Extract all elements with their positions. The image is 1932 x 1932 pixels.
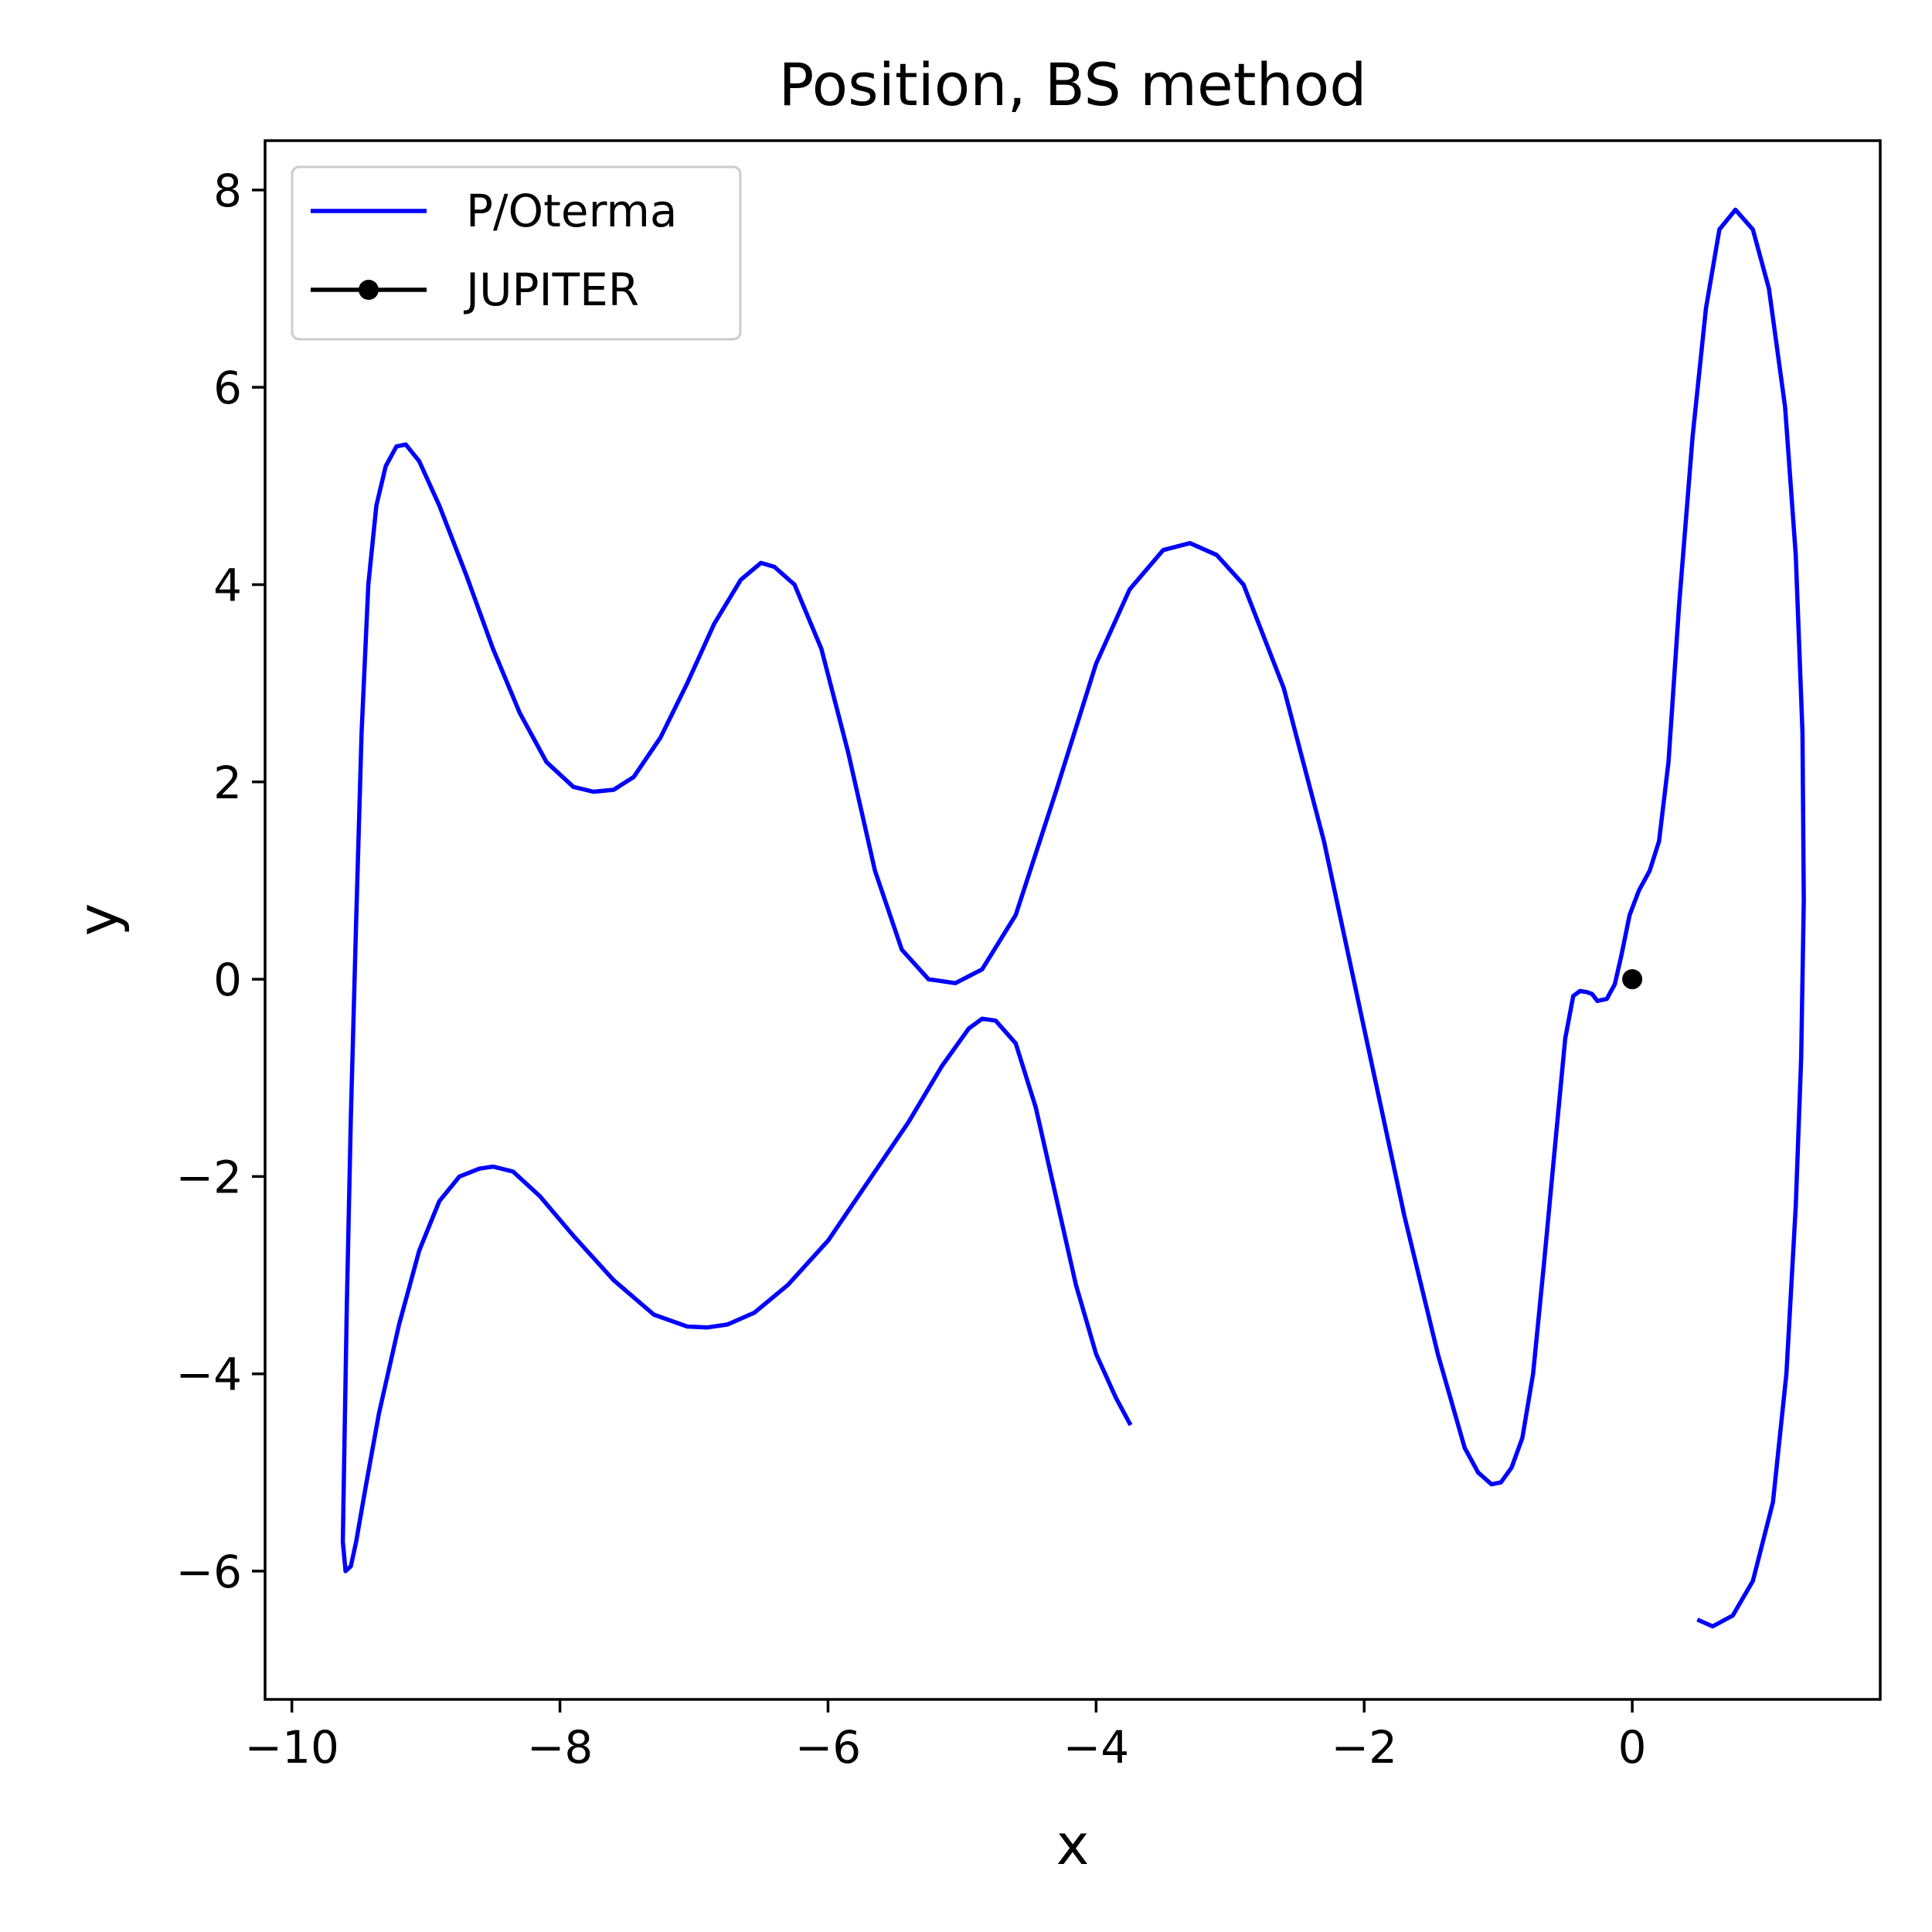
y-tick-label: 8 <box>213 165 242 217</box>
plot-frame <box>264 139 1882 1701</box>
p-oterma-series-line <box>340 207 1806 1629</box>
y-tick-label: 2 <box>213 757 242 809</box>
x-tick-label: 0 <box>1618 1721 1647 1774</box>
y-tick-label: 4 <box>213 559 242 611</box>
legend-label-jupiter: JUPITER <box>464 264 639 316</box>
x-tick-label: −8 <box>527 1721 594 1774</box>
x-tick-label: −2 <box>1331 1721 1397 1774</box>
legend-marker-jupiter <box>359 280 379 300</box>
y-tick-label: −2 <box>176 1151 243 1203</box>
x-tick-label: −6 <box>795 1721 862 1774</box>
ticks-layer: −10 −8 −6 −4 −2 0 −6 −4 −2 0 2 4 6 8 <box>176 165 1647 1774</box>
y-tick-label: 6 <box>213 362 242 414</box>
plot-layer <box>340 207 1806 1629</box>
x-tick-label: −4 <box>1063 1721 1130 1774</box>
y-tick-label: 0 <box>213 954 242 1006</box>
y-tick-label: −6 <box>176 1546 243 1598</box>
y-axis-label: y <box>66 903 131 937</box>
legend-label-p-oterma: P/Oterma <box>466 185 677 237</box>
chart-title: Position, BS method <box>779 50 1367 119</box>
legend: P/Oterma JUPITER <box>291 165 742 341</box>
y-tick-label: −4 <box>176 1349 243 1401</box>
x-axis-label: x <box>1056 1812 1090 1877</box>
x-tick-label: −10 <box>244 1721 338 1774</box>
jupiter-point-0 <box>1622 969 1643 990</box>
